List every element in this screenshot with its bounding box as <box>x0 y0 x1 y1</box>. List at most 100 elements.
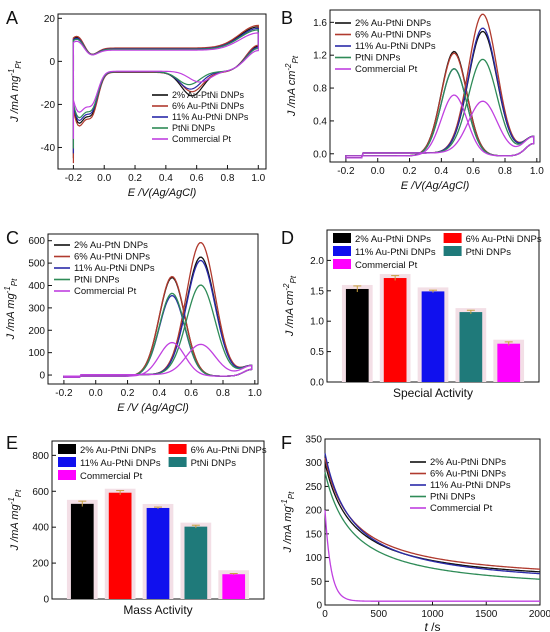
legend-entry: 6% Au-PtNi DNPs <box>466 234 542 245</box>
legend-entry: 2% Au-PtNi DNPs <box>80 445 156 456</box>
y-tick-label: 200 <box>305 506 322 517</box>
x-axis-label: Mass Activity <box>123 603 192 617</box>
y-tick-label: 50 <box>311 577 323 588</box>
x-tick-label: 1.0 <box>248 388 262 399</box>
y-axis-label: J /mA mg-1Pt <box>280 491 296 554</box>
x-tick-label: 500 <box>370 609 387 620</box>
y-tick-label: 300 <box>305 458 322 469</box>
y-tick-label: 600 <box>32 487 49 498</box>
legend-swatch <box>168 444 187 454</box>
legend-swatch <box>58 457 76 467</box>
x-tick-label: 0.4 <box>434 166 448 177</box>
plot-frame <box>47 233 259 385</box>
chrono-curve <box>324 472 541 580</box>
chrono-curve <box>324 462 541 573</box>
bar <box>108 492 132 599</box>
legend-entry: 2% Au-PtNi DNPs <box>172 90 245 100</box>
legend-entry: PtNi DNPs <box>191 458 237 469</box>
x-tick-label: 0 <box>322 609 328 620</box>
y-tick-label: -40 <box>41 143 56 154</box>
y-tick-label: 0.0 <box>310 378 324 389</box>
legend-swatch <box>168 457 187 467</box>
chart-panel-e: 0 200 400 600 800 J /mA mg-1Pt E Mass Activity 2… <box>6 433 267 617</box>
x-tick-label: 0.0 <box>89 388 103 399</box>
y-tick-label: -20 <box>41 100 56 111</box>
x-tick-label: 1500 <box>475 609 498 620</box>
legend-entry: PtNi DNPs <box>466 247 512 258</box>
cv-curve <box>72 32 259 139</box>
cv-curve <box>63 341 253 378</box>
chart-panel-c: -0.2 0.0 0.2 0.4 0.6 0.8 1.0 0 100 200 300 400 500 60… <box>3 228 262 414</box>
legend-swatch <box>58 470 76 480</box>
y-tick-label: 400 <box>28 281 45 292</box>
x-axis-label: t /s <box>424 620 440 632</box>
panel-letter: C <box>6 228 19 248</box>
bar <box>459 312 483 382</box>
y-tick-label: 100 <box>305 553 322 564</box>
y-axis-label: J /mA mg-1Pt <box>3 278 19 341</box>
y-tick-label: 350 <box>305 435 322 446</box>
y-axis-label: J /mA cm-2Pt <box>282 275 298 337</box>
y-tick-label: 500 <box>28 259 45 270</box>
bar <box>345 288 369 382</box>
legend-entry: 2% Au-PtNi DNPs <box>355 234 431 245</box>
legend-swatch <box>333 233 351 243</box>
cv-curve <box>345 94 535 159</box>
bar <box>383 278 407 382</box>
chart-panel-b: -0.2 0.0 0.2 0.4 0.6 0.8 1.0 0.0 0.4 0.8 1.2 1.6 J /… <box>281 8 544 192</box>
y-tick-label: 1.0 <box>310 317 324 328</box>
legend-swatch <box>58 444 76 454</box>
x-tick-label: 0.2 <box>403 166 417 177</box>
legend-entry: 11% Au-PtNi DNPs <box>172 112 249 122</box>
x-tick-label: 0.4 <box>152 388 166 399</box>
panel-letter: E <box>6 433 18 453</box>
x-tick-label: 0.0 <box>371 166 385 177</box>
x-tick-label: 1.0 <box>530 166 544 177</box>
x-tick-label: -0.2 <box>337 166 355 177</box>
bar <box>70 503 94 599</box>
x-tick-label: 2000 <box>529 609 550 620</box>
legend-entry: 2% Au-PtN DNPs <box>74 240 148 251</box>
legend-entry: 6% Au-PtNi DNPs <box>172 101 245 111</box>
x-axis-label: E /V(Ag/AgCl) <box>128 187 197 199</box>
legend-swatch <box>443 246 462 256</box>
legend-entry: 11% Au-PtNi DNPs <box>430 480 511 491</box>
y-tick-label: 300 <box>28 303 45 314</box>
panel-letter: F <box>281 433 292 453</box>
bar <box>222 574 246 599</box>
legend-entry: 2% Au-PtNi DNPs <box>355 18 431 29</box>
x-tick-label: 1000 <box>421 609 444 620</box>
x-tick-label: 0.8 <box>216 388 230 399</box>
legend-entry: Commercial Pt <box>172 134 232 144</box>
plot-frame <box>57 13 267 170</box>
chart-panel-d: 0.0 0.5 1.0 1.5 2.0 J /mA cm-2Pt D Special Acti… <box>281 228 542 400</box>
bar <box>146 507 170 599</box>
legend-entry: 11% Au-PtNi DNPs <box>355 41 436 52</box>
chart-panel-f: 0 500 1000 1500 2000 0 50 100 150 200 250 300 350 J /… <box>280 433 550 632</box>
x-tick-label: 0.6 <box>184 388 198 399</box>
bar <box>421 291 445 382</box>
y-tick-label: 800 <box>32 451 49 462</box>
x-axis-label: Special Activity <box>393 386 473 400</box>
plot-frame <box>329 9 541 163</box>
y-tick-label: 1.2 <box>313 51 327 62</box>
y-axis-label: J /mA cm-2Pt <box>284 55 300 117</box>
y-tick-label: 400 <box>32 523 49 534</box>
legend-entry: 2% Au-PtNi DNPs <box>430 457 506 468</box>
legend-entry: Commercial Pt <box>355 260 418 271</box>
y-tick-label: 0.4 <box>313 116 327 127</box>
x-tick-label: 0.6 <box>466 166 480 177</box>
cv-curve <box>63 284 253 378</box>
legend-entry: Commercial Pt <box>80 471 143 482</box>
y-tick-label: 0.0 <box>313 149 327 160</box>
legend-entry: PtNi DNPs <box>430 492 476 503</box>
legend-entry: 11% Au-PtNi DNPs <box>74 263 155 274</box>
chrono-curve <box>324 457 541 570</box>
legend-swatch <box>333 259 351 269</box>
x-tick-label: 0.4 <box>159 173 173 184</box>
y-tick-label: 250 <box>305 482 322 493</box>
bar <box>497 343 521 382</box>
legend-entry: PtNi DNPs <box>355 53 401 64</box>
y-tick-label: 0.5 <box>310 347 324 358</box>
y-tick-label: 200 <box>32 559 49 570</box>
